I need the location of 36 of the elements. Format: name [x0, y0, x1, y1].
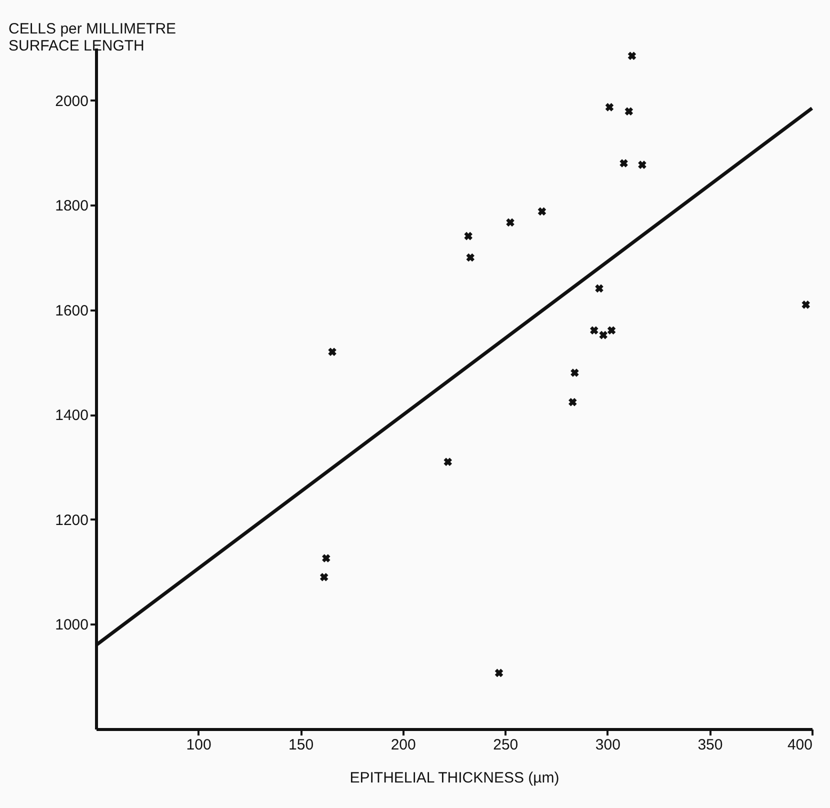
- point: [599, 330, 608, 340]
- point: [802, 300, 810, 309]
- point: [595, 284, 604, 293]
- y-tick-label: 1200: [55, 512, 88, 529]
- x-tick-label: 250: [493, 736, 518, 754]
- x-tick-label: 300: [595, 736, 620, 754]
- y-tick-label: 1600: [55, 302, 88, 320]
- point: [607, 326, 616, 334]
- point: [444, 458, 452, 466]
- x-tick-label: 100: [186, 736, 212, 754]
- point: [620, 159, 628, 168]
- point: [638, 160, 646, 169]
- point: [605, 103, 614, 112]
- point: [624, 107, 634, 116]
- x-tick-label: 400: [787, 736, 812, 754]
- point: [466, 253, 475, 262]
- point: [628, 52, 636, 60]
- y-tick-label: 2000: [55, 92, 88, 110]
- y-tick-label: 1000: [55, 616, 88, 634]
- y-axis-title: CELLS per MILLIMETRE SURFACE LENGTH: [8, 20, 176, 54]
- x-tick-label: 150: [288, 736, 314, 754]
- point: [568, 398, 577, 406]
- point: [538, 207, 546, 216]
- point: [570, 368, 579, 377]
- x-tick-label: 350: [698, 736, 723, 754]
- point: [322, 554, 330, 562]
- y-tick-label: 1800: [55, 198, 88, 215]
- point: [328, 348, 336, 356]
- x-tick-label: 200: [390, 736, 416, 754]
- y-tick-label: 1400: [55, 407, 88, 424]
- point: [506, 218, 514, 227]
- point: [464, 232, 472, 240]
- x-axis-title: EPITHELIAL THICKNESS (µm): [350, 770, 560, 786]
- point: [590, 326, 598, 334]
- point: [494, 668, 504, 678]
- point: [320, 572, 328, 582]
